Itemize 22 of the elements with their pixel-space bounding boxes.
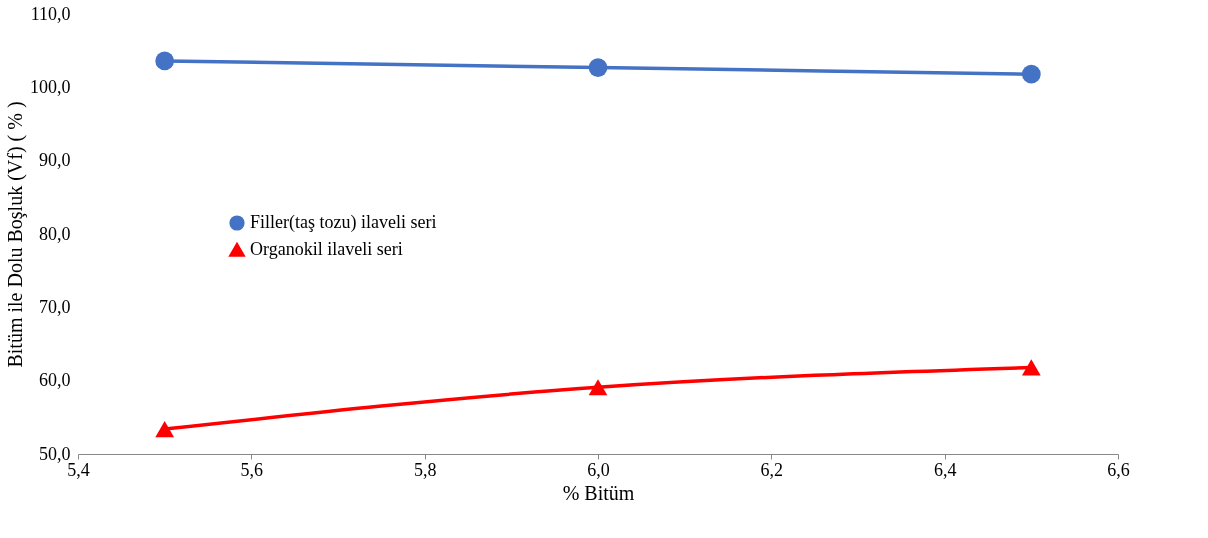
- y-tick-label: 60,0: [39, 370, 71, 391]
- point: [588, 379, 608, 396]
- y-tick-label: 80,0: [39, 223, 71, 244]
- legend-label: Filler(taş tozu) ilaveli seri: [250, 212, 437, 233]
- x-tick-label: 5,6: [240, 459, 264, 480]
- point: [1021, 64, 1041, 84]
- x-axis-title: % Bitüm: [562, 481, 635, 504]
- legend-label: Organokil ilaveli seri: [250, 239, 403, 259]
- point: [155, 51, 175, 71]
- y-axis-title: Bitüm ile Dolu Boşluk (Vf) ( % ): [4, 101, 27, 368]
- point: [155, 420, 175, 438]
- y-tick-label: 110,0: [30, 3, 71, 24]
- y-tick-label: 100,0: [30, 76, 71, 97]
- x-tick-label: 6,0: [587, 459, 610, 480]
- y-tick-label: 70,0: [39, 296, 71, 317]
- point: [588, 58, 608, 77]
- x-tick-label: 5,8: [413, 459, 437, 480]
- x-tick-label: 6,4: [933, 459, 957, 480]
- x-tick-label: 6,6: [1107, 459, 1130, 480]
- x-tick-label: 6,2: [760, 459, 784, 480]
- point: [1021, 359, 1041, 376]
- y-tick-label: 90,0: [39, 150, 71, 171]
